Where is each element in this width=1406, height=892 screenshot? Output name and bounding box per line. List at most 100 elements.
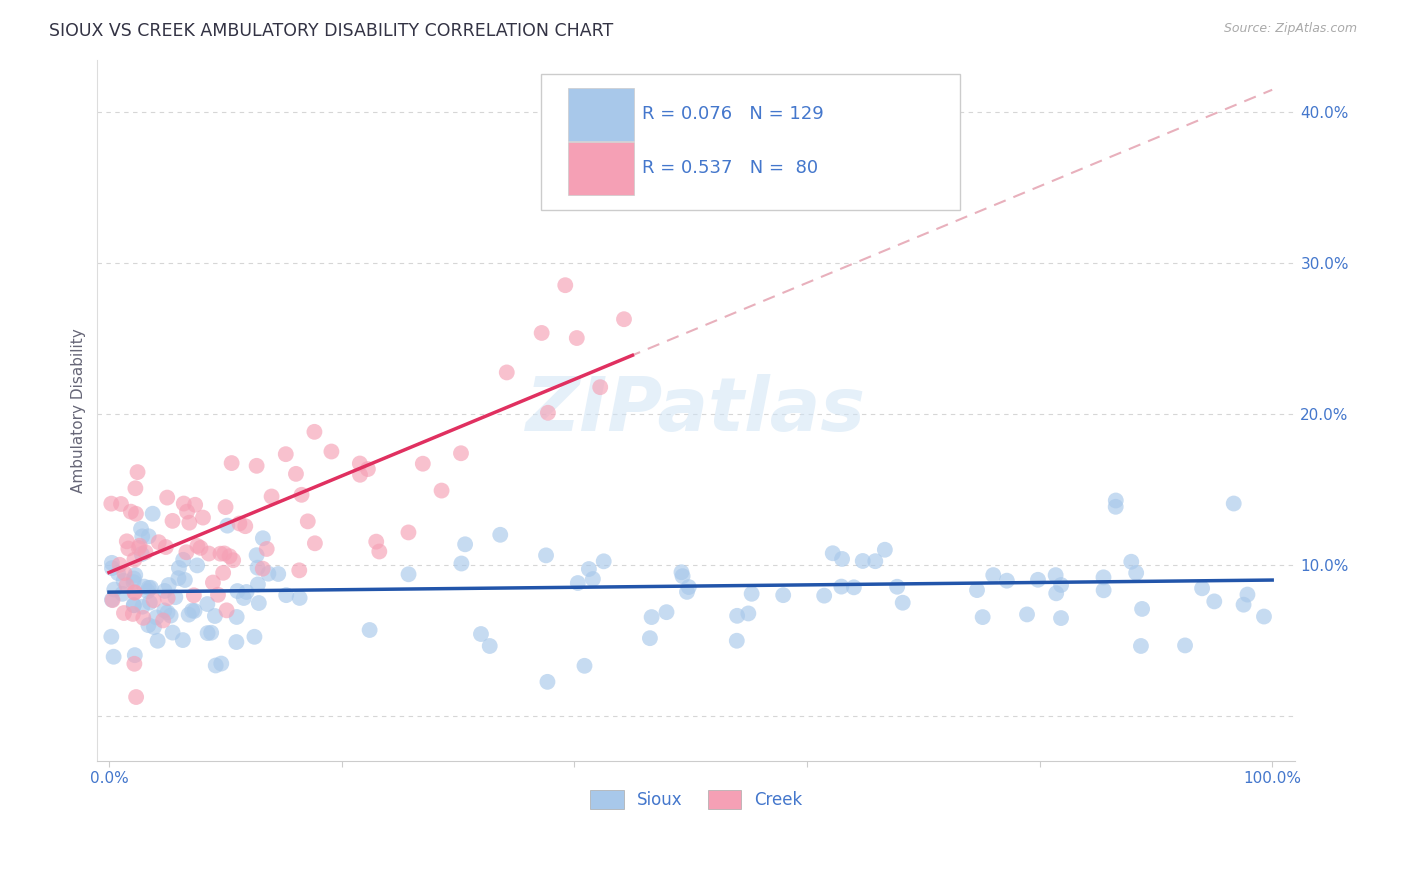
- Point: [640, 610, 662, 624]
- Point: [852, 554, 875, 568]
- Point: [103, 649, 125, 664]
- Point: [145, 610, 167, 624]
- Point: [209, 547, 232, 561]
- Point: [197, 626, 219, 640]
- Point: [129, 522, 152, 536]
- Point: [138, 618, 160, 632]
- Point: [156, 491, 179, 505]
- Point: [120, 505, 142, 519]
- Point: [217, 518, 239, 533]
- Point: [132, 611, 155, 625]
- Text: SIOUX VS CREEK AMBULATORY DISABILITY CORRELATION CHART: SIOUX VS CREEK AMBULATORY DISABILITY COR…: [49, 22, 613, 40]
- Point: [1222, 496, 1244, 510]
- Point: [201, 575, 224, 590]
- Point: [359, 623, 381, 637]
- Point: [153, 583, 176, 598]
- Point: [638, 631, 661, 645]
- Point: [304, 536, 326, 550]
- Point: [184, 498, 207, 512]
- Point: [243, 630, 266, 644]
- Point: [398, 567, 420, 582]
- Point: [204, 658, 226, 673]
- Point: [398, 525, 420, 540]
- Point: [772, 588, 794, 602]
- Point: [122, 575, 145, 590]
- Point: [290, 488, 312, 502]
- Point: [173, 573, 195, 587]
- Point: [156, 591, 179, 605]
- Point: [143, 620, 166, 634]
- Point: [148, 535, 170, 549]
- Point: [321, 444, 343, 458]
- Point: [191, 510, 214, 524]
- Point: [136, 584, 159, 599]
- Point: [842, 580, 865, 594]
- Point: [349, 467, 371, 482]
- Point: [134, 580, 156, 594]
- Point: [186, 558, 208, 573]
- Point: [655, 605, 678, 619]
- Point: [100, 497, 122, 511]
- Point: [124, 481, 146, 495]
- Point: [891, 596, 914, 610]
- Point: [131, 529, 153, 543]
- Point: [101, 592, 124, 607]
- Point: [1015, 607, 1038, 622]
- Point: [430, 483, 453, 498]
- Point: [1130, 602, 1153, 616]
- Point: [128, 539, 150, 553]
- Point: [1236, 588, 1258, 602]
- Point: [209, 657, 232, 671]
- Point: [252, 531, 274, 545]
- Point: [221, 456, 243, 470]
- Point: [450, 557, 472, 571]
- Point: [1253, 609, 1275, 624]
- Point: [676, 585, 699, 599]
- Point: [247, 596, 270, 610]
- Point: [122, 598, 145, 612]
- Point: [142, 507, 165, 521]
- Point: [162, 514, 184, 528]
- Point: [260, 490, 283, 504]
- Point: [478, 639, 501, 653]
- Point: [101, 593, 124, 607]
- Point: [176, 545, 198, 559]
- Point: [122, 572, 145, 586]
- Point: [110, 497, 132, 511]
- Point: [131, 547, 153, 561]
- Point: [101, 561, 124, 575]
- Legend: Sioux, Creek: Sioux, Creek: [583, 783, 810, 816]
- Point: [981, 568, 1004, 582]
- Point: [155, 540, 177, 554]
- Point: [304, 425, 326, 439]
- Point: [204, 609, 226, 624]
- Point: [1232, 598, 1254, 612]
- Point: [267, 566, 290, 581]
- FancyBboxPatch shape: [568, 88, 634, 141]
- Point: [1045, 568, 1067, 582]
- Point: [288, 591, 311, 605]
- Point: [108, 558, 131, 572]
- Point: [1191, 582, 1213, 596]
- Point: [830, 580, 852, 594]
- Point: [495, 366, 517, 380]
- Point: [159, 608, 181, 623]
- Point: [256, 541, 278, 556]
- Point: [225, 635, 247, 649]
- Point: [246, 548, 269, 562]
- Point: [111, 587, 134, 601]
- Point: [450, 446, 472, 460]
- Point: [1092, 583, 1115, 598]
- Point: [214, 500, 236, 515]
- Point: [156, 606, 179, 620]
- Point: [613, 312, 636, 326]
- Text: ZIPatlas: ZIPatlas: [526, 374, 866, 447]
- Point: [226, 584, 249, 599]
- Point: [127, 465, 149, 479]
- Point: [678, 580, 700, 594]
- Point: [886, 580, 908, 594]
- Point: [131, 599, 153, 614]
- Point: [222, 553, 245, 567]
- Point: [1105, 500, 1128, 514]
- Point: [1092, 570, 1115, 584]
